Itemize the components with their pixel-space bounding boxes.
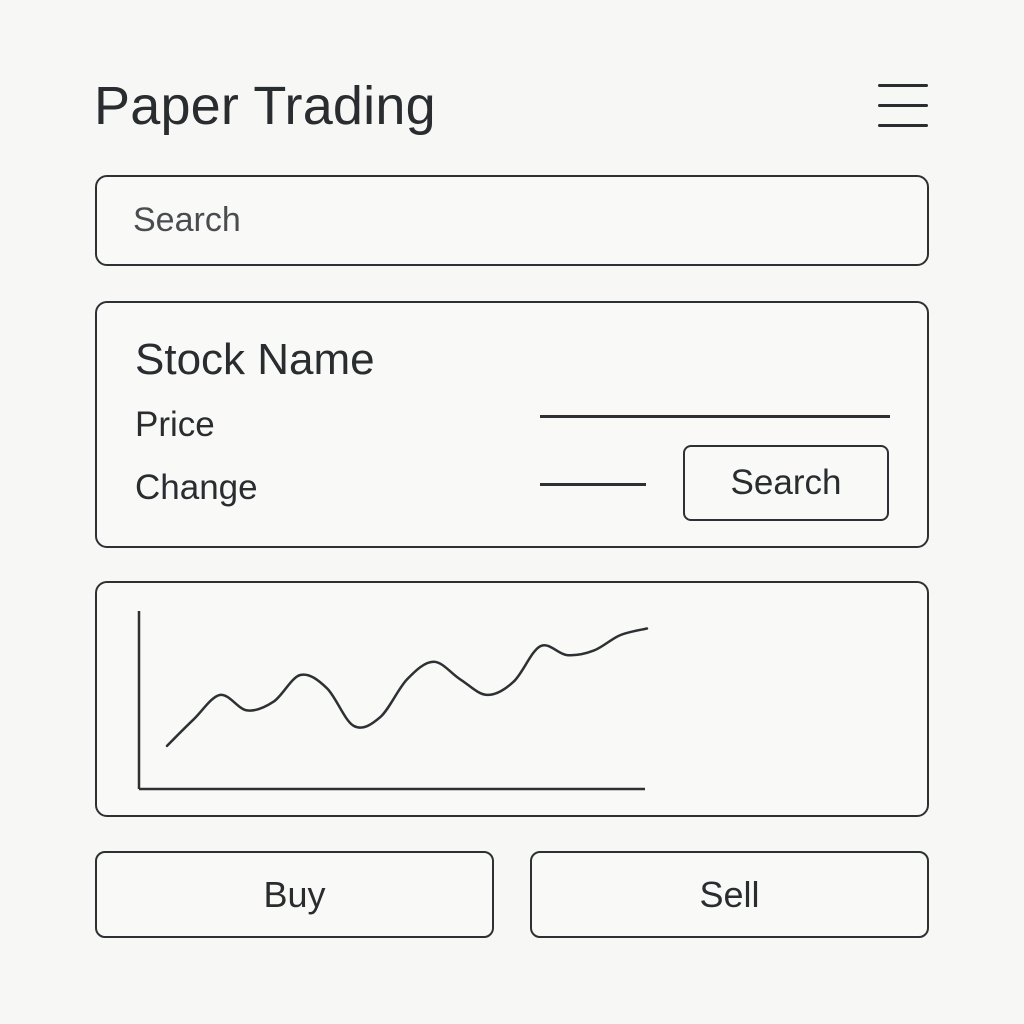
price-chart-svg [137, 611, 649, 791]
search-box [95, 175, 929, 266]
stock-card: Stock Name Price Change Search [95, 301, 929, 548]
menu-bar-bottom [878, 124, 928, 127]
price-chart [95, 581, 929, 817]
price-label: Price [135, 405, 215, 444]
stock-search-button[interactable]: Search [683, 445, 889, 521]
hamburger-menu-icon[interactable] [878, 84, 930, 128]
chart-series-line [165, 627, 649, 748]
search-input[interactable] [97, 177, 927, 264]
price-value-placeholder [540, 415, 890, 418]
change-value-placeholder [540, 483, 646, 486]
stock-name: Stock Name [135, 335, 375, 384]
app-title: Paper Trading [94, 76, 436, 136]
change-label: Change [135, 468, 258, 507]
sell-button[interactable]: Sell [530, 851, 929, 938]
menu-bar-middle [878, 104, 928, 107]
buy-button[interactable]: Buy [95, 851, 494, 938]
menu-bar-top [878, 84, 928, 87]
